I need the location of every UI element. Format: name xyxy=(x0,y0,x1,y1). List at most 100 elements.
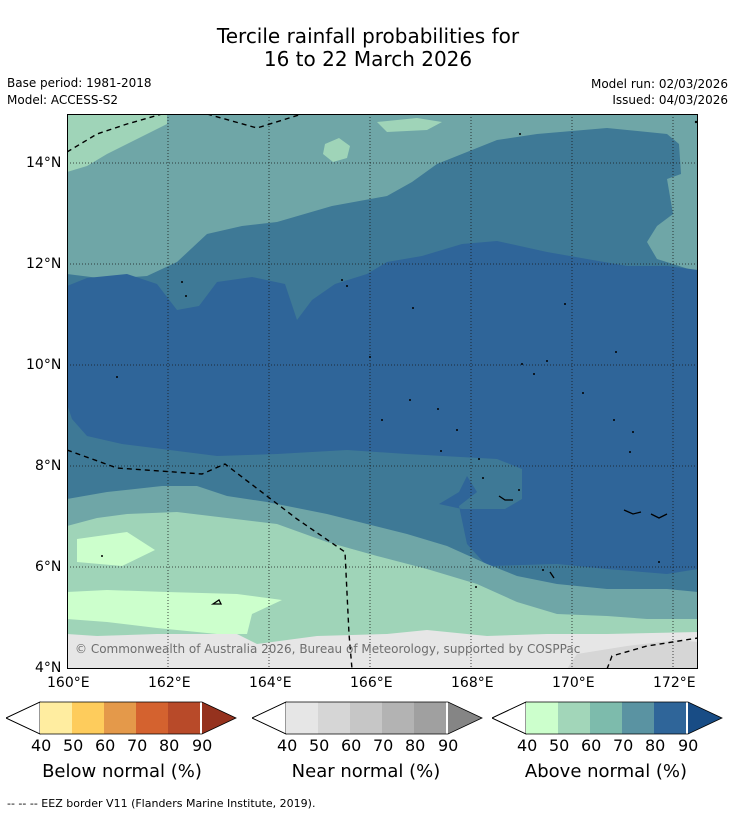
colorbar-near-max-arrow xyxy=(448,702,482,734)
eez-border-central xyxy=(67,449,353,669)
colorbar-below-swatch-80 xyxy=(168,702,200,734)
colorbar-below-swatch-40 xyxy=(40,702,72,734)
colorbar-above-swatch-50 xyxy=(558,702,590,734)
eez-border-south-east xyxy=(606,637,698,669)
eez-footnote: -- -- -- EEZ border V11 (Flanders Marine… xyxy=(7,797,316,810)
colorbar-near-swatch-40 xyxy=(286,702,318,734)
colorbar-below-outline xyxy=(6,701,237,735)
colorbar-above-tick-40: 40 xyxy=(517,736,538,755)
colorbar-above-tick-80: 80 xyxy=(645,736,666,755)
colorbar-above-swatch-70 xyxy=(622,702,654,734)
island xyxy=(181,281,183,283)
lat-label-8n: 8°N xyxy=(35,458,62,474)
lon-label-160e: 160°E xyxy=(47,675,90,691)
colorbar-near-tick-80: 80 xyxy=(405,736,426,755)
eez-border-north-west xyxy=(67,114,163,153)
near-normal-band-dark xyxy=(567,640,698,669)
colorbar-below-normal xyxy=(6,701,237,735)
colorbar-below-swatch-70 xyxy=(136,702,168,734)
model-name: Model: ACCESS-S2 xyxy=(7,93,119,107)
island xyxy=(629,451,631,453)
colorbar-below-min-arrow xyxy=(6,701,41,735)
colorbar-above-swatch-40 xyxy=(526,702,558,734)
colorbar-above-normal xyxy=(492,701,723,735)
map-title-line1: Tercile rainfall probabilities for xyxy=(216,24,520,48)
colorbar-below-tick-60: 60 xyxy=(95,736,116,755)
prob-40-patch-south xyxy=(67,590,282,634)
colorbar-near-outline xyxy=(252,701,483,735)
island xyxy=(437,408,439,410)
island xyxy=(412,307,414,309)
lat-label-12n: 12°N xyxy=(26,256,62,272)
island xyxy=(346,285,348,287)
colorbar-near-tick-40: 40 xyxy=(277,736,298,755)
map-frame xyxy=(67,114,698,669)
colorbar-above-tick-60: 60 xyxy=(581,736,602,755)
island xyxy=(564,303,566,305)
colorbar-near-swatch-70 xyxy=(382,702,414,734)
lat-label-10n: 10°N xyxy=(26,357,62,373)
colorbar-below-tick-50: 50 xyxy=(63,736,84,755)
island xyxy=(381,419,383,421)
colorbar-below-label: Below normal (%) xyxy=(42,761,202,782)
colorbar-above-label: Above normal (%) xyxy=(524,761,688,782)
island xyxy=(546,360,548,362)
island xyxy=(101,555,103,557)
atolls xyxy=(210,495,668,605)
colorbar-near-tick-50: 50 xyxy=(309,736,330,755)
lon-label-162e: 162°E xyxy=(148,675,191,691)
lon-label-172e: 172°E xyxy=(653,675,696,691)
island xyxy=(456,429,458,431)
island xyxy=(116,376,118,378)
lat-label-14n: 14°N xyxy=(26,155,62,171)
model-run: Model run: 02/03/2026 xyxy=(590,77,728,91)
colorbar-near-swatch-80 xyxy=(414,702,446,734)
colorbar-below-tick-90: 90 xyxy=(192,736,213,755)
atoll xyxy=(549,571,555,579)
map-title-line2: 16 to 22 March 2026 xyxy=(263,47,473,71)
colorbar-below-swatch-50 xyxy=(72,702,104,734)
lon-label-168e: 168°E xyxy=(451,675,494,691)
island xyxy=(658,561,660,563)
issued-date: Issued: 04/03/2026 xyxy=(612,93,728,107)
eez-border-north xyxy=(206,114,303,129)
colorbar-near-tick-70: 70 xyxy=(373,736,394,755)
island xyxy=(533,373,535,375)
island xyxy=(694,120,698,124)
colorbar-above-outline xyxy=(492,701,723,735)
island xyxy=(409,399,411,401)
island xyxy=(542,569,544,571)
colorbar-below-max-arrow xyxy=(202,702,236,734)
rainfall-map: © Commonwealth of Australia 2026, Bureau… xyxy=(67,114,698,669)
base-period: Base period: 1981-2018 xyxy=(7,76,152,90)
prob-90-region xyxy=(67,241,698,574)
colorbar-above-max-arrow xyxy=(688,702,722,734)
colorbar-above-tick-70: 70 xyxy=(613,736,634,755)
colorbar-near-swatch-60 xyxy=(350,702,382,734)
island xyxy=(478,458,480,460)
colorbar-near-tick-90: 90 xyxy=(438,736,459,755)
atoll xyxy=(623,509,642,515)
colorbar-below-tick-70: 70 xyxy=(127,736,148,755)
colorbar-above-swatch-80 xyxy=(654,702,686,734)
prob-40-patch-west xyxy=(77,532,155,566)
eez-borders xyxy=(67,114,698,669)
island xyxy=(521,363,523,365)
island xyxy=(632,431,634,433)
island xyxy=(519,133,521,135)
prob-50-island-patch xyxy=(323,138,350,162)
lon-label-164e: 164°E xyxy=(249,675,292,691)
lon-label-170e: 170°E xyxy=(552,675,595,691)
island xyxy=(518,489,520,491)
colorbar-near-tick-60: 60 xyxy=(341,736,362,755)
graticule xyxy=(67,114,698,669)
islands xyxy=(101,120,698,588)
atoll xyxy=(650,513,668,519)
lon-label-166e: 166°E xyxy=(350,675,393,691)
island xyxy=(369,356,371,358)
prob-50-top-center xyxy=(377,118,442,132)
colorbar-below-tick-80: 80 xyxy=(159,736,180,755)
colorbar-near-min-arrow xyxy=(252,701,287,735)
lat-label-4n: 4°N xyxy=(35,660,62,676)
copyright-text: © Commonwealth of Australia 2026, Bureau… xyxy=(75,642,580,656)
